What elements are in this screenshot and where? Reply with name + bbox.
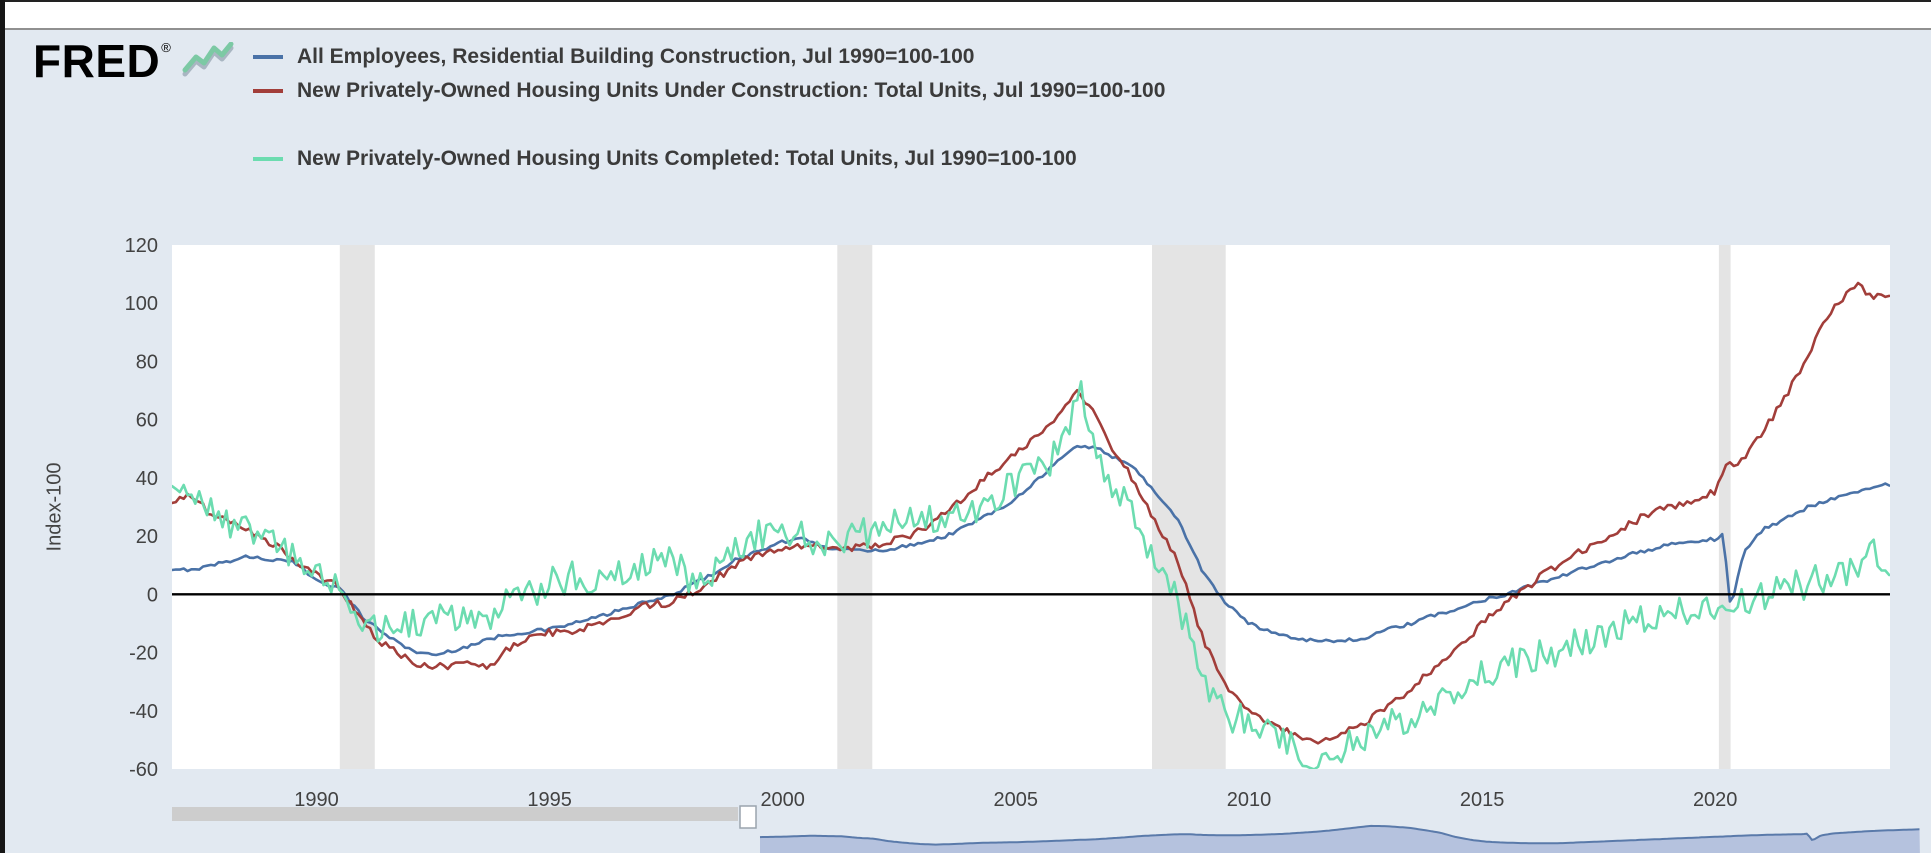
fred-logo-sparkline-icon — [182, 42, 234, 77]
y-tick-label: 120 — [125, 235, 158, 257]
chart-legend: All Employees, Residential Building Cons… — [253, 44, 1165, 172]
y-tick-label: -20 — [129, 643, 158, 665]
recession-band — [1152, 245, 1226, 769]
range-preview-line — [759, 824, 1920, 846]
recession-band — [1718, 245, 1731, 769]
legend-label-employees: All Employees, Residential Building Cons… — [297, 45, 975, 68]
recession-band — [339, 245, 375, 769]
top-bar — [0, 0, 1931, 30]
range-slider-track[interactable] — [172, 807, 738, 821]
window-left-border — [0, 0, 5, 853]
range-slider-handle[interactable] — [739, 805, 757, 829]
legend-item-employees[interactable]: All Employees, Residential Building Cons… — [253, 44, 1165, 70]
legend-item-completed[interactable]: New Privately-Owned Housing Units Comple… — [253, 146, 1165, 172]
x-tick-label: 1990 — [294, 789, 339, 811]
series-line-0[interactable] — [172, 444, 1890, 657]
fred-logo[interactable]: FRED ® — [33, 38, 235, 84]
y-tick-label: 40 — [136, 468, 158, 490]
range-preview-area[interactable] — [760, 825, 1920, 853]
recession-band — [837, 245, 873, 769]
plot-area[interactable] — [172, 245, 1890, 769]
x-tick-label: 2010 — [1227, 789, 1272, 811]
y-tick-label: 0 — [147, 584, 158, 606]
y-tick-label: -40 — [129, 701, 158, 723]
x-tick-label: 1995 — [527, 789, 572, 811]
x-tick-label: 2020 — [1693, 789, 1738, 811]
legend-item-under-construction[interactable]: New Privately-Owned Housing Units Under … — [253, 78, 1165, 104]
y-tick-label: 20 — [136, 526, 158, 548]
y-tick-label: 80 — [136, 351, 158, 373]
legend-label-completed: New Privately-Owned Housing Units Comple… — [297, 147, 1077, 170]
series-line-2[interactable] — [172, 380, 1890, 769]
x-tick-label: 2000 — [760, 789, 805, 811]
registered-mark: ® — [161, 40, 171, 55]
x-tick-label: 2015 — [1460, 789, 1505, 811]
fred-logo-text: FRED — [33, 35, 161, 87]
y-axis-title: Index-100 — [43, 462, 66, 552]
y-tick-label: 60 — [136, 410, 158, 432]
series-group — [172, 281, 1890, 769]
legend-swatch-completed — [253, 157, 283, 161]
legend-swatch-under-construction — [253, 89, 283, 93]
series-line-1[interactable] — [172, 281, 1890, 745]
y-tick-label: 100 — [125, 293, 158, 315]
y-tick-label: -60 — [129, 759, 158, 781]
x-tick-label: 2005 — [994, 789, 1039, 811]
legend-swatch-employees — [253, 55, 283, 59]
legend-label-under-construction: New Privately-Owned Housing Units Under … — [297, 79, 1166, 102]
